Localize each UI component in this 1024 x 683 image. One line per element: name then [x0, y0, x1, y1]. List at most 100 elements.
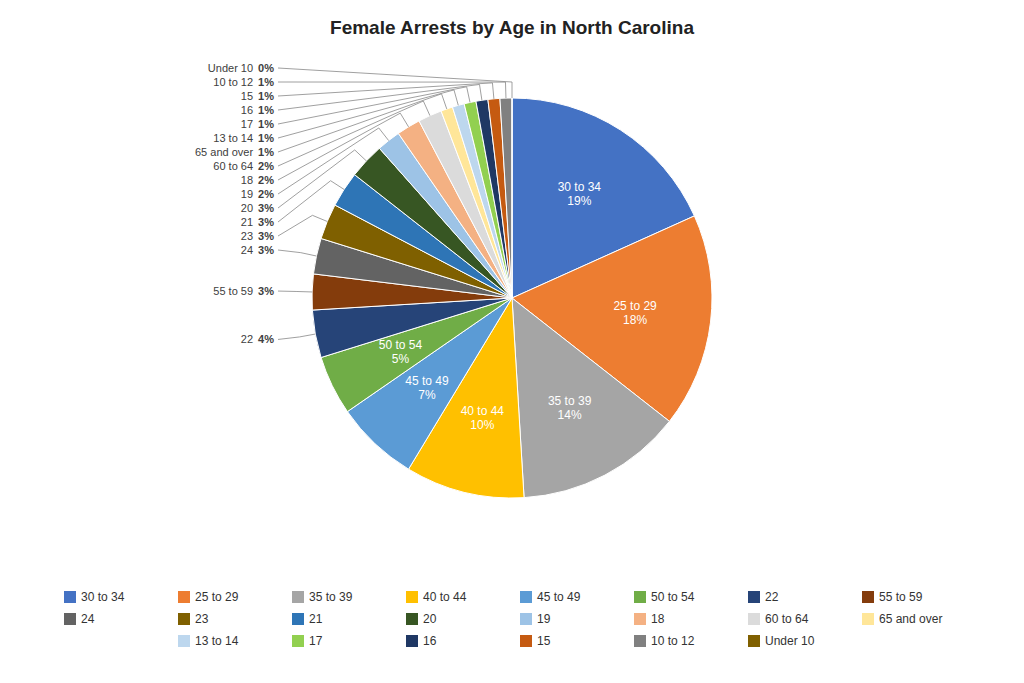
legend-item: 25 to 29 [178, 590, 239, 604]
data-label-value: 18% [623, 313, 647, 327]
data-label-value: 10% [470, 418, 494, 432]
data-label-category: 40 to 44 [461, 404, 505, 418]
data-label-value: 1% [258, 90, 274, 102]
legend-item: 21 [292, 612, 323, 626]
legend-item: 23 [178, 612, 209, 626]
legend-item: 13 to 14 [178, 634, 239, 648]
data-label-value: 3% [258, 244, 274, 256]
data-label-category: 21 [241, 216, 253, 228]
data-label-value: 2% [258, 188, 274, 200]
leader-line [278, 250, 316, 256]
data-label-value: 1% [258, 132, 274, 144]
leader-line [278, 215, 327, 236]
leader-line [278, 83, 494, 99]
legend-swatch [178, 591, 190, 603]
data-label: 13 to 14 1% [213, 132, 274, 144]
data-label-category: 55 to 59 [213, 285, 253, 297]
data-label-category: 23 [241, 230, 253, 242]
data-label-value: 19% [567, 194, 591, 208]
legend-label: 35 to 39 [309, 590, 353, 604]
legend-swatch [520, 613, 532, 625]
legend-swatch [634, 591, 646, 603]
legend-item: 55 to 59 [862, 590, 923, 604]
data-label-category: 35 to 39 [548, 394, 592, 408]
data-label: 20 3% [241, 202, 274, 214]
legend-item: 19 [520, 612, 551, 626]
legend-label: 18 [651, 612, 665, 626]
legend-label: Under 10 [765, 634, 815, 648]
legend-label: 25 to 29 [195, 590, 239, 604]
legend-swatch [406, 613, 418, 625]
data-label-value: 3% [258, 285, 274, 297]
legend-item: 16 [406, 634, 437, 648]
data-label: 21 3% [241, 216, 274, 228]
data-label-value: 1% [258, 76, 274, 88]
leader-line [278, 334, 315, 339]
legend-swatch [292, 635, 304, 647]
data-label: 35 to 3914% [548, 394, 592, 422]
legend-label: 21 [309, 612, 323, 626]
legend-item: 45 to 49 [520, 590, 581, 604]
data-label-category: 20 [241, 202, 253, 214]
slice [512, 298, 669, 498]
data-label-category: 15 [241, 90, 253, 102]
legend-swatch [292, 591, 304, 603]
data-label: 50 to 545% [379, 338, 423, 366]
data-label: 182% [241, 174, 274, 186]
legend-label: 40 to 44 [423, 590, 467, 604]
legend-item: 15 [520, 634, 551, 648]
data-label: 171% [241, 118, 274, 130]
legend-label: 20 [423, 612, 437, 626]
legend-label: 30 to 34 [81, 590, 125, 604]
legend-swatch [520, 591, 532, 603]
data-label-value: 2% [258, 174, 274, 186]
legend-swatch [178, 613, 190, 625]
data-label-category: 24 [241, 244, 253, 256]
data-label: 60 to 64 2% [213, 160, 274, 172]
legend-item: 22 [748, 590, 779, 604]
data-label-category: 25 to 29 [613, 299, 657, 313]
data-label: 30 to 3419% [558, 180, 602, 208]
legend-swatch [748, 591, 760, 603]
legend-label: 60 to 64 [765, 612, 809, 626]
data-label: 192% [241, 188, 274, 200]
legend-swatch [748, 635, 760, 647]
data-label-value: 7% [418, 388, 436, 402]
legend-swatch [64, 591, 76, 603]
data-label: 24 3% [241, 244, 274, 256]
legend-label: 50 to 54 [651, 590, 695, 604]
legend-item: 20 [406, 612, 437, 626]
data-label: 10 to 12 1% [213, 76, 274, 88]
legend-swatch [406, 591, 418, 603]
legend-item: 24 [64, 612, 95, 626]
data-label-value: 1% [258, 118, 274, 130]
data-label-value: 1% [258, 146, 274, 158]
data-label-value: 3% [258, 216, 274, 228]
data-label-value: 1% [258, 104, 274, 116]
legend-swatch [862, 591, 874, 603]
data-label: 40 to 4410% [461, 404, 505, 432]
legend-swatch [862, 613, 874, 625]
data-label-value: 2% [258, 160, 274, 172]
legend-label: 55 to 59 [879, 590, 923, 604]
legend: 30 to 34 25 to 29 35 to 39 40 to 44 45 to 49… [64, 590, 942, 648]
legend-item: 65 and over [862, 612, 942, 626]
legend-swatch [178, 635, 190, 647]
legend-item: 35 to 39 [292, 590, 353, 604]
legend-label: 19 [537, 612, 551, 626]
legend-label: 13 to 14 [195, 634, 239, 648]
data-label-category: 13 to 14 [213, 132, 253, 144]
leader-line [278, 113, 409, 180]
data-label-category: 10 to 12 [213, 76, 253, 88]
leader-line [278, 82, 506, 98]
legend-swatch [292, 613, 304, 625]
data-labels: 30 to 3419% 25 to 2918% 35 to 3914% 40 to 4… [195, 62, 657, 432]
slice [500, 98, 512, 298]
data-label-value: 3% [258, 202, 274, 214]
legend-label: 10 to 12 [651, 634, 695, 648]
legend-swatch [64, 613, 76, 625]
legend-swatch [634, 635, 646, 647]
leader-line [278, 90, 458, 138]
data-label-category: 60 to 64 [213, 160, 253, 172]
legend-swatch [748, 613, 760, 625]
